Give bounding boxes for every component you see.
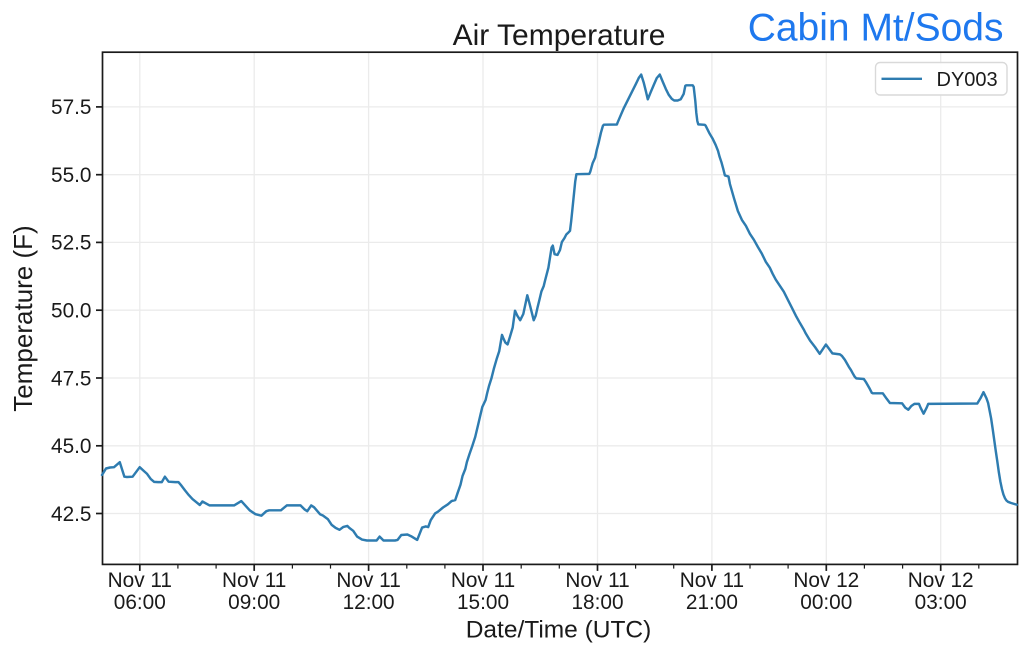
svg-text:Nov 11: Nov 11 xyxy=(108,569,172,592)
svg-text:Nov 11: Nov 11 xyxy=(451,569,515,592)
svg-text:52.5: 52.5 xyxy=(51,232,91,255)
svg-text:47.5: 47.5 xyxy=(51,367,91,390)
svg-text:00:00: 00:00 xyxy=(800,591,852,614)
svg-text:DY003: DY003 xyxy=(937,69,998,91)
svg-text:Nov 11: Nov 11 xyxy=(565,569,629,592)
svg-text:Nov 12: Nov 12 xyxy=(793,569,859,592)
svg-text:45.0: 45.0 xyxy=(51,435,91,458)
svg-text:50.0: 50.0 xyxy=(51,300,91,323)
svg-text:06:00: 06:00 xyxy=(114,591,166,614)
svg-text:55.0: 55.0 xyxy=(51,164,91,187)
svg-text:03:00: 03:00 xyxy=(915,591,967,614)
svg-text:21:00: 21:00 xyxy=(686,591,738,614)
svg-text:Cabin Mt/Sods: Cabin Mt/Sods xyxy=(748,6,1004,49)
svg-text:Air Temperature: Air Temperature xyxy=(453,19,666,52)
svg-text:Nov 12: Nov 12 xyxy=(908,569,974,592)
svg-text:57.5: 57.5 xyxy=(51,96,91,119)
svg-text:18:00: 18:00 xyxy=(571,591,623,614)
svg-text:09:00: 09:00 xyxy=(228,591,280,614)
svg-text:Date/Time (UTC): Date/Time (UTC) xyxy=(466,616,652,643)
svg-text:12:00: 12:00 xyxy=(343,591,395,614)
svg-text:Nov 11: Nov 11 xyxy=(336,569,400,592)
svg-text:42.5: 42.5 xyxy=(51,503,91,526)
svg-text:15:00: 15:00 xyxy=(457,591,509,614)
svg-text:Temperature (F): Temperature (F) xyxy=(8,225,38,411)
svg-text:Nov 11: Nov 11 xyxy=(680,569,744,592)
svg-text:Nov 11: Nov 11 xyxy=(222,569,286,592)
